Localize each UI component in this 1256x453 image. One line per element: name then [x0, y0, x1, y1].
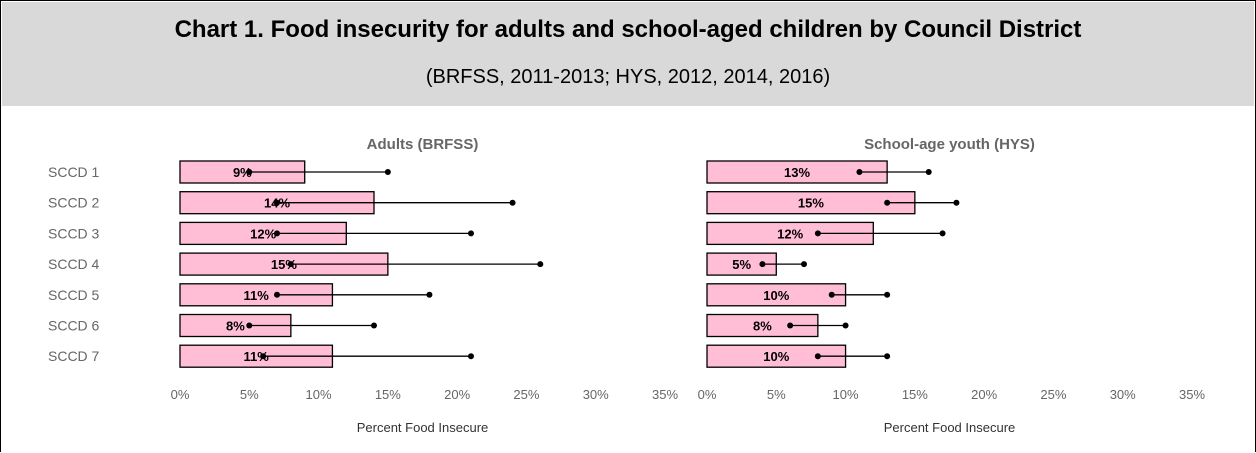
category-label: SCCD 6	[48, 318, 100, 334]
panel-title: Adults (BRFSS)	[367, 136, 479, 153]
category-label: SCCD 2	[48, 195, 100, 211]
error-bar-upper	[537, 261, 544, 268]
error-bar-lower	[274, 199, 280, 206]
error-bar-lower	[246, 322, 253, 329]
data-label: 10%	[763, 288, 789, 303]
data-label: 8%	[753, 319, 772, 334]
x-axis-label: Percent Food Insecure	[884, 420, 1016, 435]
panel-title: School-age youth (HYS)	[864, 136, 1035, 153]
category-label: SCCD 3	[48, 225, 100, 241]
page-subtitle: (BRFSS, 2011-2013; HYS, 2012, 2014, 2016…	[425, 66, 831, 88]
error-bar-upper	[884, 291, 891, 298]
header-band: Chart 1. Food insecurity for adults and …	[2, 2, 1254, 106]
x-tick-label: 25%	[1040, 387, 1066, 402]
category-label: SCCD 5	[48, 287, 100, 303]
data-label: 11%	[244, 349, 270, 364]
error-bar-lower	[287, 261, 294, 268]
category-label: SCCD 4	[48, 256, 100, 272]
x-tick-label: 35%	[652, 387, 678, 402]
category-label: SCCD 7	[48, 348, 100, 364]
error-bar-upper	[884, 353, 891, 360]
error-bar-lower	[260, 353, 267, 360]
x-tick-label: 30%	[583, 387, 609, 402]
x-tick-label: 25%	[513, 387, 539, 402]
error-bar-lower	[274, 230, 280, 237]
x-tick-label: 20%	[444, 387, 470, 402]
data-label: 12%	[250, 226, 276, 241]
error-bar-lower	[759, 261, 766, 268]
data-label: 5%	[732, 257, 751, 272]
category-label: SCCD 1	[48, 164, 100, 180]
error-bar-lower	[787, 322, 794, 329]
error-bar-upper	[842, 322, 849, 329]
error-bar-upper	[468, 353, 474, 360]
x-tick-label: 30%	[1110, 387, 1136, 402]
x-tick-label: 15%	[902, 387, 928, 402]
error-bar-lower	[828, 291, 835, 298]
data-label: 10%	[763, 349, 789, 364]
error-bar-lower	[274, 291, 280, 298]
data-label: 15%	[271, 257, 297, 272]
error-bar-upper	[426, 291, 433, 298]
chart-area: Adults (BRFSS) Percent Food Insecure 0% 5% 1…	[48, 136, 1205, 435]
error-bar-lower	[856, 169, 863, 175]
page-title: Chart 1. Food insecurity for adults and …	[174, 16, 1082, 43]
error-bar-lower	[814, 353, 821, 360]
data-label: 15%	[798, 196, 824, 211]
data-label: 11%	[244, 288, 270, 303]
x-tick-label: 0%	[171, 387, 190, 402]
x-tick-label: 35%	[1179, 387, 1205, 402]
data-label: 8%	[226, 319, 245, 334]
error-bar-upper	[509, 199, 516, 206]
x-tick-label: 0%	[698, 387, 717, 402]
x-tick-label: 5%	[240, 387, 259, 402]
data-label: 12%	[777, 226, 803, 241]
error-bar-upper	[925, 169, 932, 175]
error-bar-upper	[468, 230, 474, 237]
error-bar-upper	[939, 230, 946, 237]
x-tick-label: 15%	[375, 387, 401, 402]
error-bar-upper	[953, 199, 960, 206]
x-axis-label: Percent Food Insecure	[357, 420, 489, 435]
data-label: 13%	[784, 165, 810, 180]
error-bar-upper	[384, 169, 391, 175]
error-bar-lower	[814, 230, 821, 237]
error-bar-upper	[371, 322, 377, 329]
x-tick-label: 10%	[306, 387, 332, 402]
x-tick-label: 10%	[833, 387, 859, 402]
error-bar-upper	[801, 261, 807, 268]
data-label: 9%	[233, 165, 252, 180]
x-tick-label: 20%	[971, 387, 997, 402]
error-bar-lower	[246, 169, 253, 175]
error-bar-lower	[884, 199, 891, 206]
x-tick-label: 5%	[767, 387, 786, 402]
